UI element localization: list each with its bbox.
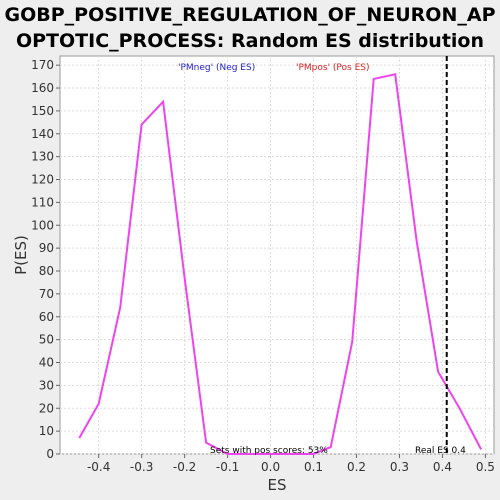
x-tick-label: -0.3 [130, 460, 153, 474]
y-tick-label: 50 [39, 333, 54, 347]
ticks-layer: 0 10 20 30 40 50 60 70 80 90 100 110 120 130 140 150 160… [31, 58, 495, 474]
y-tick-label: 150 [31, 104, 54, 118]
x-tick-label: 0.2 [347, 460, 366, 474]
x-tick-label: 0.1 [304, 460, 323, 474]
y-tick-label: 90 [39, 241, 54, 255]
y-axis-label: P(ES) [12, 235, 30, 275]
legend-neg: 'PMneg' (Neg ES) [178, 63, 255, 73]
y-tick-label: 110 [31, 195, 54, 209]
pos-scores-annotation: Sets with pos scores: 53% [210, 446, 328, 456]
x-axis-label: ES [268, 476, 287, 494]
plot-area [59, 55, 495, 455]
x-tick-label: 0.0 [261, 460, 280, 474]
y-tick-label: 120 [31, 173, 54, 187]
y-tick-label: 130 [31, 150, 54, 164]
real-es-label: Real ES 0.4 [415, 446, 466, 456]
x-tick-label: -0.2 [173, 460, 196, 474]
legend-pos: 'PMpos' (Pos ES) [296, 63, 370, 73]
y-tick-label: 40 [39, 356, 54, 370]
y-tick-label: 60 [39, 310, 54, 324]
x-tick-label: -0.1 [216, 460, 239, 474]
x-tick-label: 0.5 [476, 460, 495, 474]
series-layer [78, 73, 482, 455]
y-tick-label: 30 [39, 378, 54, 392]
grid-layer [60, 56, 494, 455]
y-tick-label: 160 [31, 81, 54, 95]
y-tick-label: 0 [46, 447, 54, 461]
x-tick-label: -0.4 [87, 460, 110, 474]
y-tick-label: 70 [39, 287, 54, 301]
series-line [78, 73, 482, 455]
y-tick-label: 10 [39, 424, 54, 438]
y-tick-label: 80 [39, 264, 54, 278]
y-tick-label: 170 [31, 58, 54, 72]
y-tick-label: 100 [31, 218, 54, 232]
y-tick-label: 140 [31, 127, 54, 141]
chart-title: GOBP_POSITIVE_REGULATION_OF_NEURON_AP OP… [4, 4, 496, 52]
y-tick-label: 20 [39, 401, 54, 415]
x-tick-label: 0.3 [390, 460, 409, 474]
x-tick-label: 0.4 [433, 460, 452, 474]
